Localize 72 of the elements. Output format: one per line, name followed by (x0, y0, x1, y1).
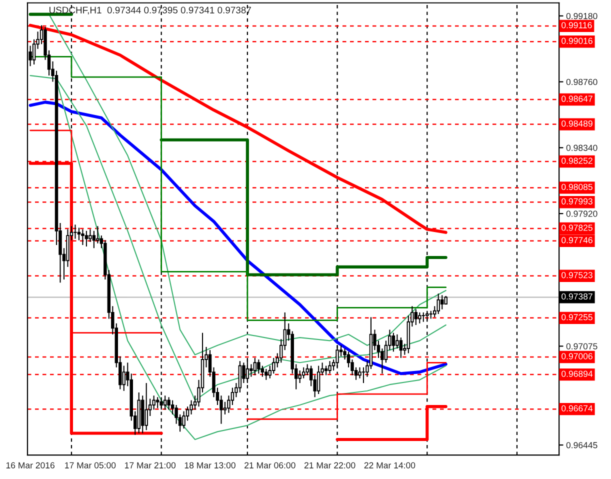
candlestick (170, 400, 174, 415)
candlestick (160, 396, 163, 410)
x-tick-label: 21 Mar 22:00 (304, 462, 356, 468)
x-tick-label: 21 Mar 06:00 (244, 462, 296, 468)
candlestick (122, 365, 126, 392)
candlestick (418, 312, 422, 324)
candlestick (264, 368, 268, 380)
candlestick (242, 362, 246, 384)
candlestick (316, 365, 320, 395)
candlestick (362, 366, 366, 384)
candlestick (144, 382, 148, 431)
ref-line-label: 0.97746 (562, 237, 592, 244)
candlestick (230, 387, 234, 406)
candlestick (414, 308, 418, 326)
candlestick (163, 395, 167, 410)
chart-title: USDCHF,H1 0.97344 0.97395 0.97341 0.97387 (49, 6, 251, 15)
ref-line-label: 0.98489 (562, 120, 592, 127)
candlestick (74, 224, 77, 240)
x-tick-label: 17 Mar 21:00 (124, 462, 176, 468)
candlestick (328, 360, 332, 374)
candlestick (298, 370, 302, 384)
candlestick (182, 410, 186, 430)
ref-line-label: 0.97006 (562, 353, 592, 360)
y-tick-label: 0.97075 (566, 343, 598, 350)
ref-line-label: 0.96894 (562, 370, 593, 377)
line-series (48, 14, 446, 356)
ref-line-label: 0.96674 (562, 405, 593, 412)
ref-line-label: 0.99016 (562, 38, 592, 44)
candlestick (96, 226, 100, 244)
ref-line-label: 0.97993 (562, 198, 592, 204)
candlestick (396, 334, 399, 350)
candlestick (253, 357, 257, 376)
candlestick (167, 396, 170, 410)
candlestick (77, 227, 81, 241)
ref-line-label: 0.97523 (562, 272, 592, 278)
y-tick-label: 0.98760 (566, 78, 598, 86)
x-tick-label: 18 Mar 13:00 (184, 462, 236, 468)
candlestick (84, 230, 88, 248)
candlestick (260, 365, 264, 378)
candlestick (324, 365, 328, 376)
ref-line-label: 0.98647 (562, 96, 592, 102)
candlestick (358, 366, 362, 379)
ref-line-label: 0.98085 (562, 184, 592, 190)
ref-line-label: 0.97387 (562, 293, 592, 300)
x-tick-label: 17 Mar 05:00 (65, 462, 116, 468)
candlestick (436, 293, 440, 315)
candlestick (257, 358, 260, 374)
candlestick (246, 357, 250, 384)
ref-line-label: 0.99116 (562, 22, 592, 28)
y-tick-label: 0.97920 (566, 210, 598, 217)
candlestick (156, 396, 160, 409)
y-tick-label: 0.99180 (566, 12, 598, 20)
candlestick (238, 360, 242, 393)
y-tick-label: 0.98340 (566, 144, 598, 151)
candlestick (422, 312, 425, 322)
candlestick (88, 228, 92, 242)
ref-line-label: 0.97255 (562, 314, 592, 320)
ref-line-label: 0.97825 (562, 224, 592, 231)
candlestick (272, 357, 276, 374)
x-tick-label: 22 Mar 14:00 (364, 462, 416, 468)
ref-line-label: 0.98252 (562, 158, 592, 164)
y-tick-label: 0.96445 (566, 442, 598, 448)
candlestick (392, 332, 396, 352)
candlestick (81, 228, 84, 246)
candlestick (32, 38, 36, 66)
candlestick (92, 230, 96, 249)
candlestick (250, 364, 253, 378)
line-series (28, 100, 448, 376)
candlestick (399, 337, 403, 358)
candlestick (440, 294, 444, 310)
candlestick (302, 366, 306, 379)
x-tick-label: 16 Mar 2016 (6, 462, 54, 468)
